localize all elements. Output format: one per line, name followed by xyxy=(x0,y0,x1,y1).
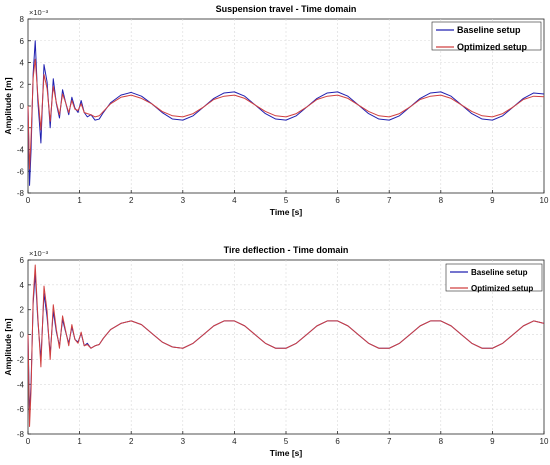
x-tick-label: 3 xyxy=(181,437,186,446)
x-tick-label: 1 xyxy=(77,196,82,205)
x-tick-label: 1 xyxy=(77,437,82,446)
legend-box xyxy=(445,263,543,292)
y-tick-label: -8 xyxy=(17,189,25,198)
chart-title: Tire deflection - Time domain xyxy=(224,245,349,255)
x-tick-label: 5 xyxy=(284,437,289,446)
x-tick-label: 6 xyxy=(335,196,340,205)
legend: Baseline setup Optimized setup xyxy=(431,21,542,52)
x-tick-label: 5 xyxy=(284,196,289,205)
y-exponent-label: ×10⁻³ xyxy=(29,8,49,17)
x-tick-label: 7 xyxy=(387,196,392,205)
x-tick-label: 4 xyxy=(232,196,237,205)
x-axis-label: Time [s] xyxy=(270,448,303,458)
x-tick-label: 2 xyxy=(129,196,134,205)
y-tick-label: 6 xyxy=(20,37,25,46)
x-tick-label: 9 xyxy=(490,437,495,446)
y-tick-label: -6 xyxy=(17,167,25,176)
y-tick-label: -2 xyxy=(17,124,25,133)
y-tick-label: 2 xyxy=(20,306,25,315)
x-tick-label: 8 xyxy=(439,437,444,446)
y-tick-label: 8 xyxy=(20,15,25,24)
y-tick-label: 0 xyxy=(20,331,25,340)
legend-label: Baseline setup xyxy=(471,268,528,277)
y-tick-label: 4 xyxy=(20,59,25,68)
y-tick-label: -4 xyxy=(17,146,25,155)
legend-label: Optimized setup xyxy=(471,284,533,293)
y-axis-label: Amplitude [m] xyxy=(3,318,13,375)
x-tick-label: 3 xyxy=(181,196,186,205)
x-tick-label: 4 xyxy=(232,437,237,446)
y-tick-label: 2 xyxy=(20,80,25,89)
y-exponent-label: ×10⁻³ xyxy=(29,249,49,258)
y-tick-label: 6 xyxy=(20,256,25,265)
series-line-optimized-setup xyxy=(27,264,545,428)
y-tick-label: 4 xyxy=(20,281,25,290)
x-tick-label: 0 xyxy=(26,437,31,446)
x-tick-label: 6 xyxy=(335,437,340,446)
legend: Baseline setup Optimized setup xyxy=(445,263,543,293)
x-tick-label: 10 xyxy=(540,196,549,205)
x-tick-label: 0 xyxy=(26,196,31,205)
x-tick-label: 7 xyxy=(387,437,392,446)
x-tick-label: 2 xyxy=(129,437,134,446)
legend-box xyxy=(431,21,542,51)
legend-label: Baseline setup xyxy=(457,25,521,35)
x-tick-label: 9 xyxy=(490,196,495,205)
y-tick-label: -6 xyxy=(17,405,25,414)
y-tick-label: -2 xyxy=(17,355,25,364)
y-tick-label: -8 xyxy=(17,430,25,439)
y-tick-label: 0 xyxy=(20,102,25,111)
legend-label: Optimized setup xyxy=(457,42,528,52)
chart-1: 0 1 2 3 4 5 6 7 8 9 10 -8 -6 -4 -2 0 2 4 6 8 ×10⁻³ Suspension… xyxy=(3,4,549,217)
y-axis-label: Amplitude [m] xyxy=(3,77,13,134)
chart-2: 0 1 2 3 4 5 6 7 8 9 10 -8 -6 -4 -2 0 2 4 6 ×10⁻³ Tire deflec… xyxy=(3,245,549,458)
x-tick-label: 10 xyxy=(540,437,549,446)
chart-title: Suspension travel - Time domain xyxy=(216,4,357,14)
series-line-optimized-setup xyxy=(27,58,545,170)
y-tick-label: -4 xyxy=(17,380,25,389)
x-tick-label: 8 xyxy=(439,196,444,205)
x-axis-label: Time [s] xyxy=(270,207,303,217)
